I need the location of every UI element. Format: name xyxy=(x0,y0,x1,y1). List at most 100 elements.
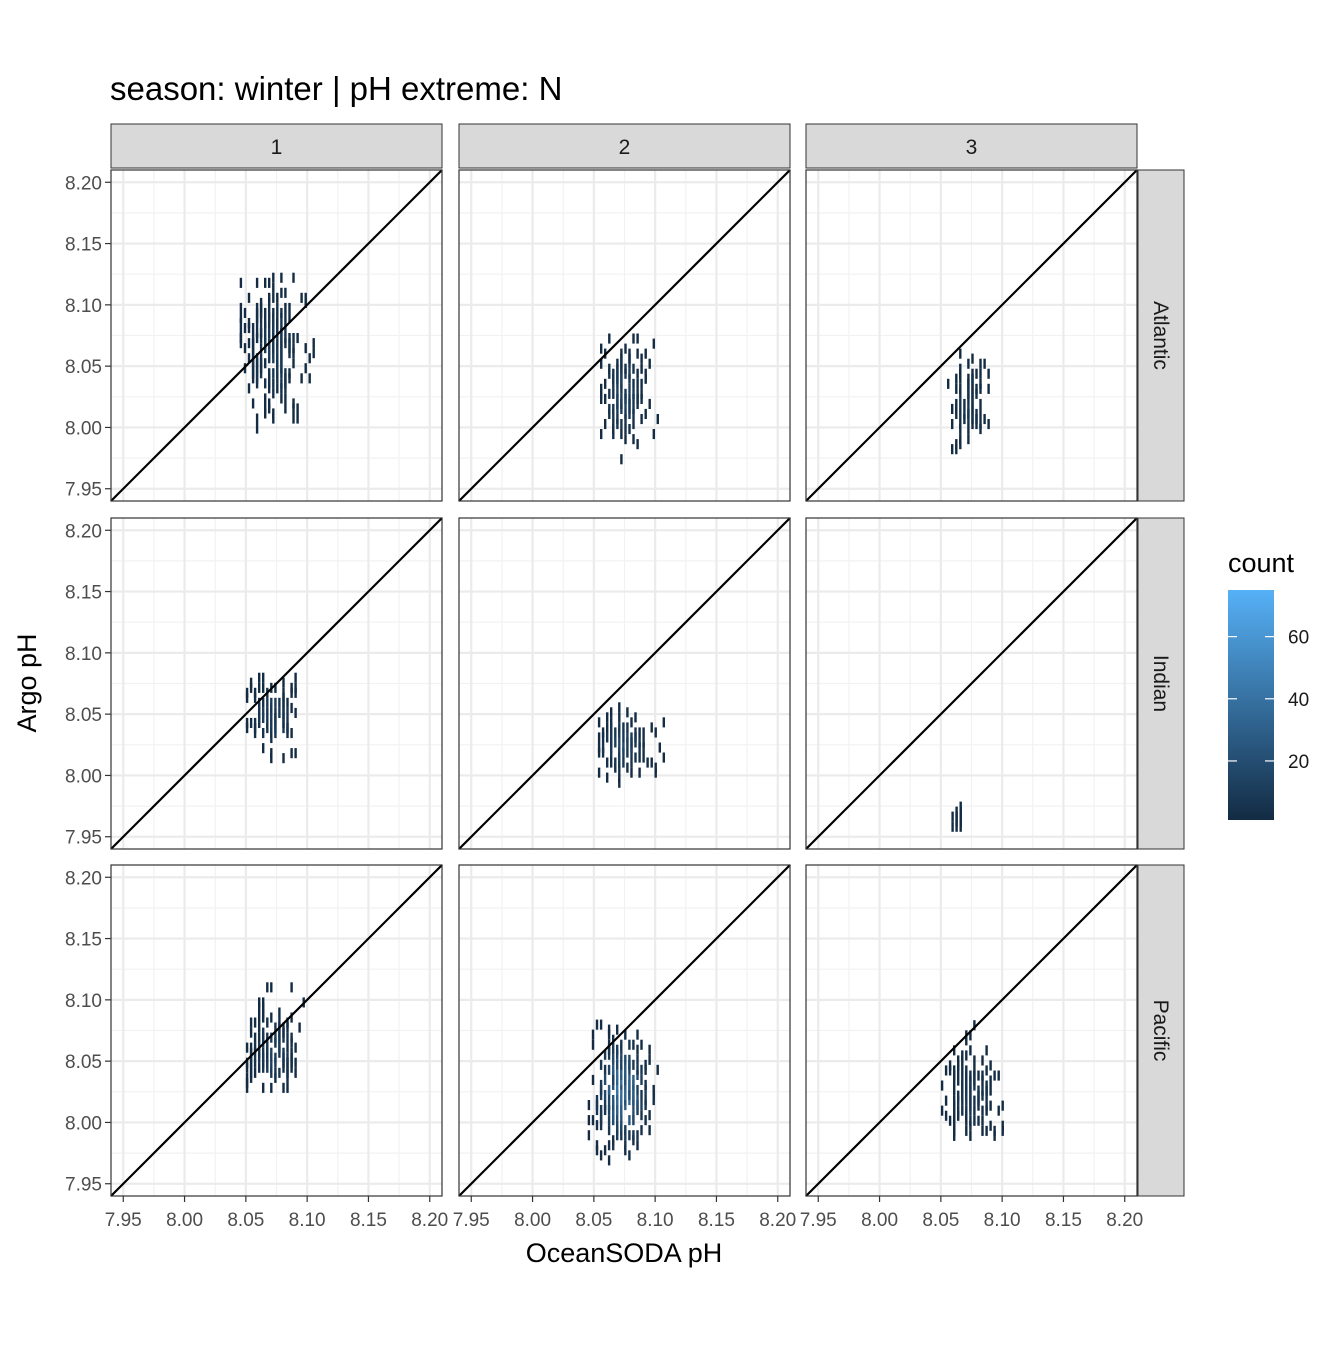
heatmap-bin xyxy=(632,393,635,404)
y-tick-label: 8.20 xyxy=(65,868,102,889)
heatmap-bin xyxy=(965,1110,968,1121)
heatmap-bin xyxy=(959,383,962,394)
heatmap-bin xyxy=(294,1067,297,1078)
heatmap-bin xyxy=(280,393,283,404)
heatmap-bin xyxy=(616,1044,619,1055)
heatmap-bin xyxy=(255,277,259,288)
heatmap-bin xyxy=(284,333,287,344)
heatmap-bin xyxy=(610,757,613,768)
heatmap-bin xyxy=(636,1064,639,1075)
heatmap-bin xyxy=(616,1024,619,1035)
heatmap-bin xyxy=(965,1090,968,1101)
x-tick-label: 8.00 xyxy=(861,1210,898,1231)
heatmap-bin xyxy=(989,1085,992,1096)
heatmap-bin xyxy=(274,1052,277,1063)
heatmap-bin xyxy=(965,1105,968,1116)
heatmap-bin xyxy=(618,742,621,753)
heatmap-bin xyxy=(951,403,954,414)
heatmap-bin xyxy=(262,707,265,718)
heatmap-bin xyxy=(967,434,970,445)
facet-panel: 7.95 8.00 8.05 8.10 8.15 8.20 xyxy=(453,864,796,1231)
heatmap-bin xyxy=(967,424,970,435)
heatmap-bin xyxy=(626,722,629,733)
y-axis-label: Argo pH xyxy=(12,633,42,732)
heatmap-bin xyxy=(272,378,275,389)
heatmap-bin xyxy=(634,752,637,763)
heatmap-bin xyxy=(1001,1100,1004,1111)
heatmap-bin xyxy=(612,1054,615,1065)
facet-panel: 7.95 8.00 8.05 8.10 8.15 8.20 xyxy=(800,864,1143,1231)
heatmap-bin xyxy=(268,297,271,308)
heatmap-bin xyxy=(268,277,271,288)
heatmap-bin xyxy=(967,393,970,404)
heatmap-bin xyxy=(608,388,611,399)
heatmap-bin xyxy=(247,318,251,329)
heatmap-bin xyxy=(599,1079,603,1090)
heatmap-bin xyxy=(266,707,269,718)
heatmap-bin xyxy=(604,393,607,404)
heatmap-bin xyxy=(612,1135,615,1146)
heatmap-bin xyxy=(624,408,627,419)
x-tick-label: 8.10 xyxy=(984,1210,1021,1231)
heatmap-bin xyxy=(239,312,243,323)
heatmap-bin xyxy=(640,393,643,404)
heatmap-bin xyxy=(247,338,251,349)
heatmap-bin xyxy=(624,1054,627,1065)
heatmap-bin xyxy=(268,292,271,303)
x-tick-label: 8.15 xyxy=(1045,1210,1082,1231)
heatmap-bin xyxy=(288,312,291,323)
heatmap-bin xyxy=(294,707,297,718)
heatmap-bin xyxy=(644,1079,647,1090)
heatmap-bin xyxy=(245,687,249,698)
heatmap-bin xyxy=(312,348,315,359)
heatmap-bin xyxy=(957,1055,960,1066)
heatmap-bin xyxy=(296,403,299,414)
heatmap-bin xyxy=(608,363,611,374)
heatmap-bin xyxy=(607,1125,611,1136)
heatmap-bin xyxy=(640,1039,643,1050)
heatmap-bin xyxy=(607,1155,611,1166)
heatmap-bin xyxy=(975,368,978,379)
heatmap-bin xyxy=(270,1032,273,1043)
heatmap-bin xyxy=(1001,1120,1004,1131)
panel-border xyxy=(458,169,791,502)
heatmap-bin xyxy=(616,393,619,404)
heatmap-bin xyxy=(274,1067,277,1078)
heatmap-bin xyxy=(636,1130,639,1141)
heatmap-bin xyxy=(239,302,243,313)
heatmap-bin xyxy=(955,821,958,832)
heatmap-bin xyxy=(304,297,307,308)
heatmap-bin xyxy=(607,1024,611,1035)
heatmap-bin xyxy=(606,772,609,783)
heatmap-bin xyxy=(656,1064,659,1075)
heatmap-bin xyxy=(662,717,665,728)
heatmap-bin xyxy=(270,1067,273,1078)
heatmap-bin xyxy=(262,697,265,708)
heatmap-bin xyxy=(975,414,978,425)
heatmap-bin xyxy=(304,292,307,303)
heatmap-bin xyxy=(258,1062,261,1073)
heatmap-bin xyxy=(610,717,613,728)
legend-tick-label: 40 xyxy=(1288,690,1309,711)
heatmap-bin xyxy=(963,408,966,419)
heatmap-bin xyxy=(587,1100,591,1111)
heatmap-bin xyxy=(620,429,623,440)
heatmap-bin xyxy=(947,378,950,389)
heatmap-bin xyxy=(286,1032,289,1043)
heatmap-bin xyxy=(294,1042,297,1053)
heatmap-bin xyxy=(969,1130,972,1141)
column-strip xyxy=(110,123,443,169)
heatmap-bin xyxy=(624,1140,627,1151)
heatmap-bin xyxy=(614,762,617,773)
heatmap-bin xyxy=(989,1120,992,1131)
heatmap-bin xyxy=(255,353,259,364)
heatmap-bin xyxy=(624,434,627,445)
heatmap-bin xyxy=(636,1029,639,1040)
heatmap-bin xyxy=(276,312,279,323)
heatmap-bin xyxy=(290,682,293,693)
heatmap-bin xyxy=(247,353,251,364)
heatmap-bin xyxy=(253,723,257,734)
heatmap-bin xyxy=(965,1125,968,1136)
chart-title: season: winter | pH extreme: N xyxy=(110,70,562,107)
heatmap-bin xyxy=(971,414,974,425)
